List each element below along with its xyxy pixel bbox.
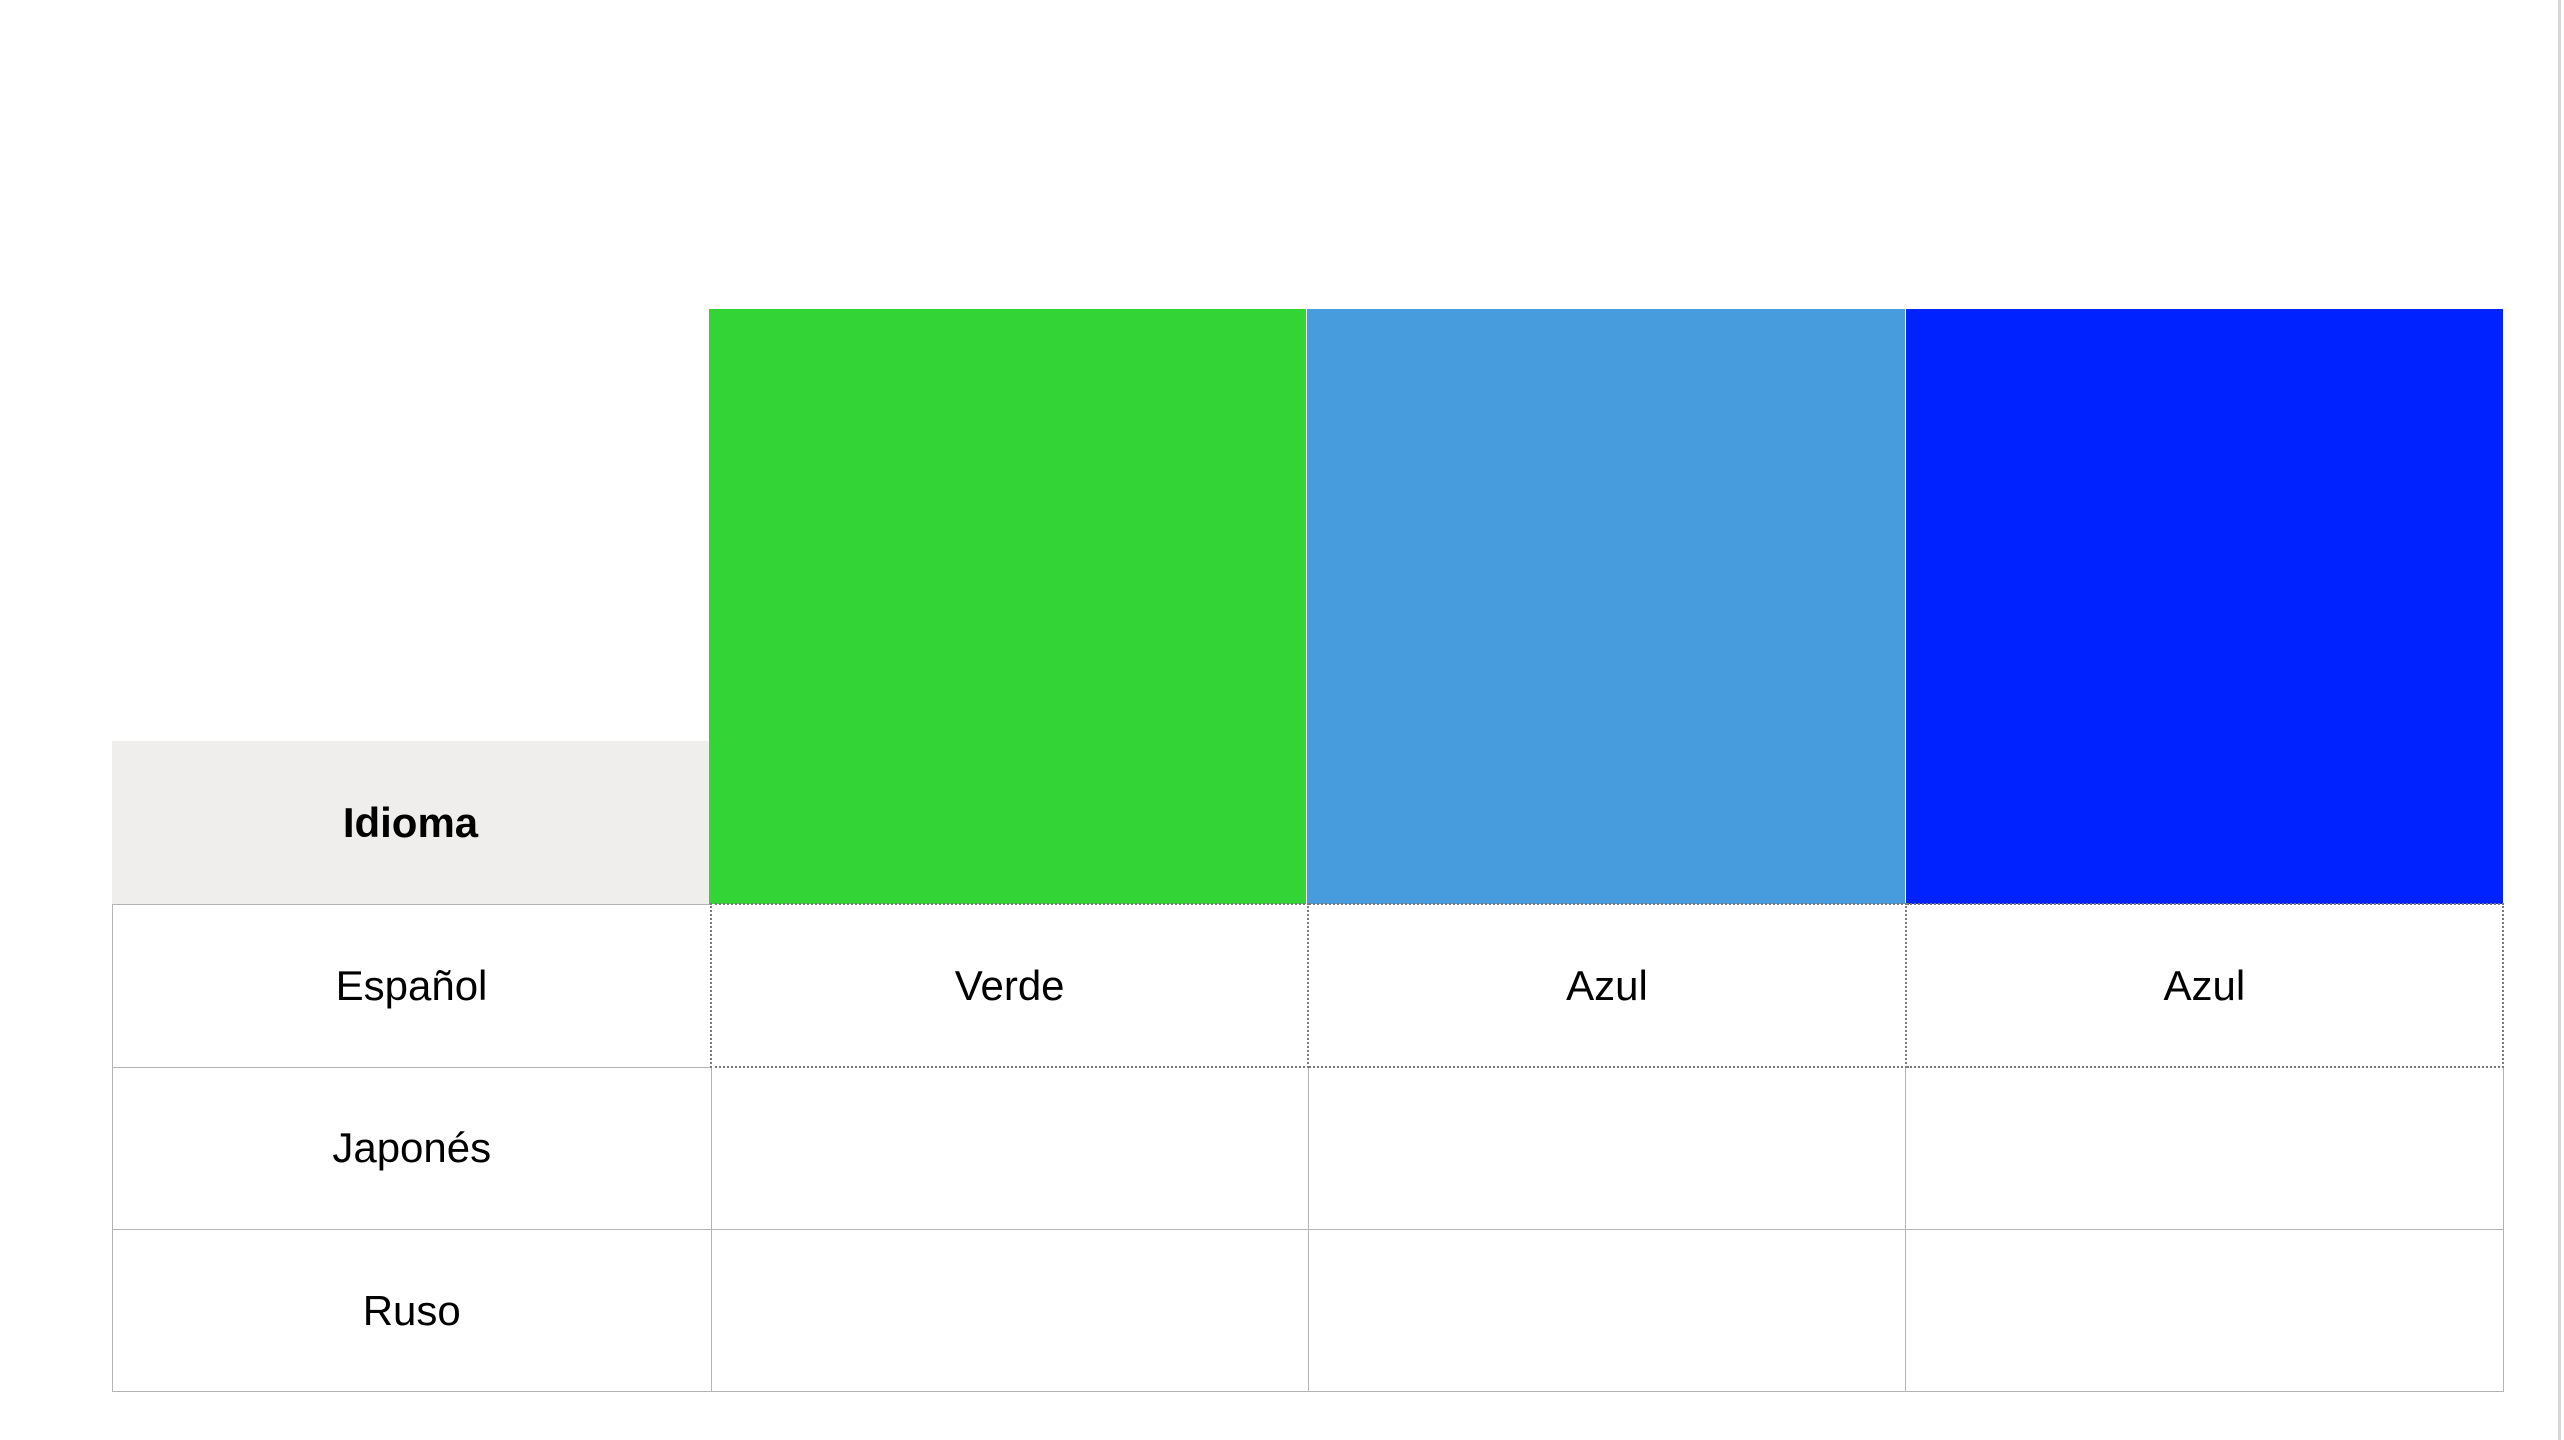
row-label-cell[interactable]: Japonés [112,1066,712,1230]
table-cell[interactable] [1905,1066,2504,1230]
table-cell[interactable] [710,1229,1309,1392]
header-cell-idioma[interactable]: Idioma [112,741,709,904]
table-cell[interactable] [1307,1229,1907,1392]
color-swatch-green[interactable] [709,309,1306,904]
canvas-edge [2558,0,2561,1440]
row-label-cell[interactable]: Ruso [112,1229,712,1392]
table-row: Japonés [112,1066,2504,1230]
table-cell[interactable]: Verde [709,903,1310,1068]
table-row: Ruso [112,1229,2504,1392]
table-cell[interactable]: Azul [1307,903,1907,1068]
table-row: Español Verde Azul Azul [112,903,2505,1068]
table-cell[interactable] [710,1066,1309,1230]
color-swatch-blue[interactable] [1906,309,2503,904]
row-label-cell[interactable]: Español [112,903,712,1068]
table-cell[interactable]: Azul [1904,903,2505,1068]
header-label: Idioma [342,798,479,846]
color-swatch-light-blue[interactable] [1307,309,1905,904]
table-cell[interactable] [1905,1229,2504,1392]
language-color-table: Español Verde Azul Azul Japonés Ruso [112,903,2505,1392]
table-cell[interactable] [1307,1066,1907,1230]
